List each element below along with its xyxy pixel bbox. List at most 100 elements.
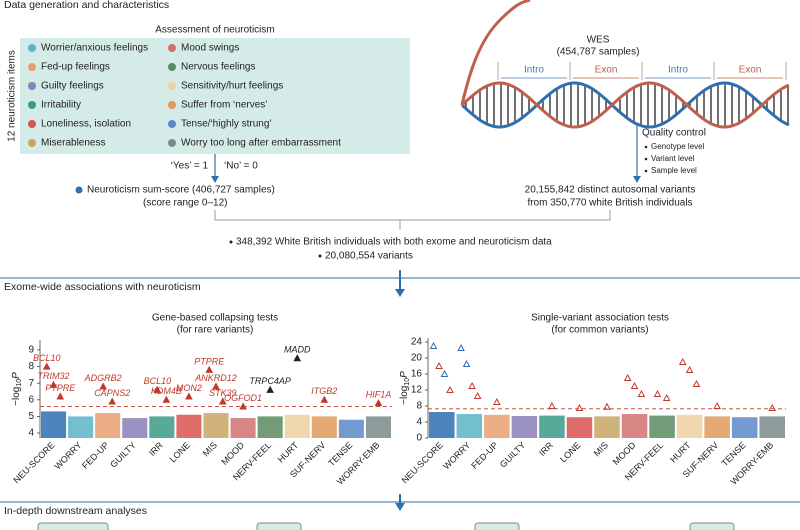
item-dot: [168, 44, 176, 52]
hit-point: [42, 362, 51, 370]
section-title: In-depth downstream analyses: [4, 505, 147, 517]
panel-box: [256, 522, 302, 530]
y-tick-label: 4: [416, 417, 422, 428]
sum-score-text: Neuroticism sum-score (406,727 samples): [87, 185, 275, 196]
assessment-title: Assessment of neuroticism: [155, 25, 275, 36]
bullet: [318, 254, 322, 258]
panel-box: [474, 522, 520, 530]
item-label: Nervous feelings: [181, 62, 255, 73]
y-tick-label: 24: [411, 337, 423, 348]
wes-variants: 20,155,842 distinct autosomal variants: [525, 185, 696, 196]
hit-point: [49, 380, 58, 388]
hit-point: [293, 354, 302, 362]
y-tick-label: 16: [411, 369, 423, 380]
hit-label: STK39: [209, 388, 237, 398]
item-dot: [168, 120, 176, 128]
hit-point: [653, 389, 662, 397]
hit-point: [435, 361, 443, 369]
hit-point: [218, 397, 227, 405]
y-tick-label: 6: [28, 394, 34, 405]
bulk-points: [203, 413, 229, 438]
item-label: Mood swings: [181, 43, 239, 54]
hit-point: [429, 341, 438, 349]
x-tick-label: LONE: [168, 440, 192, 464]
plot-subtitle: (for rare variants): [177, 325, 254, 336]
x-tick-label: GUILTY: [108, 440, 138, 470]
qc-list: Genotype level Variant level Sample level: [644, 142, 705, 175]
y-axis-label: −log10P: [11, 372, 23, 406]
wes-samples: (454,787 samples): [557, 47, 640, 58]
manhattan-plot: Gene-based collapsing tests(for rare var…: [11, 313, 392, 487]
plots: Gene-based collapsing tests(for rare var…: [11, 313, 786, 487]
y-tick-label: 8: [416, 401, 422, 412]
y-tick-label: 5: [28, 411, 34, 422]
hit-point: [473, 391, 482, 399]
plot-subtitle: (for common variants): [551, 325, 648, 336]
sum-score-range: (score range 0–12): [143, 198, 228, 209]
qc-title: Quality control: [642, 128, 706, 139]
hit-point: [185, 392, 193, 400]
item-dot: [168, 139, 176, 147]
hit-point: [637, 389, 646, 397]
x-tick-label: IRR: [537, 440, 555, 458]
bulk-points: [149, 416, 175, 438]
arrow-head: [395, 289, 405, 297]
hit-label: PTPRE: [194, 356, 225, 366]
x-tick-label: MOOD: [611, 440, 638, 467]
x-tick-label: MIS: [201, 440, 219, 458]
hit-point: [685, 365, 694, 373]
side-label: 12 neuroticism items: [7, 50, 18, 142]
hit-point: [630, 381, 639, 389]
item-dot: [28, 139, 36, 147]
bulk-points: [338, 419, 364, 438]
hit-point: [678, 357, 687, 365]
bulk-points: [176, 414, 202, 438]
plot-title: Single-variant association tests: [531, 313, 669, 324]
bulk-points: [566, 417, 593, 438]
bulk-points: [456, 414, 483, 438]
item-dot: [28, 63, 36, 71]
hit-point: [468, 381, 476, 389]
arrow-head: [211, 176, 219, 183]
hit-label: TRPC4AP: [249, 376, 291, 386]
hit-label: HIF1A: [366, 389, 392, 399]
hit-point: [493, 397, 501, 405]
hit-point: [239, 402, 247, 410]
bullet: [644, 157, 648, 161]
item-label: Loneliness, isolation: [41, 119, 131, 130]
dna-strand: [460, 0, 531, 106]
item-dot: [168, 101, 176, 109]
hit-point: [548, 401, 556, 409]
region-label: Intro: [524, 65, 544, 76]
item-label: Tense/‘highly strung’: [181, 119, 272, 130]
qc-item: Sample level: [651, 166, 697, 175]
hit-label: CAPNS2: [94, 388, 130, 398]
x-tick-label: FED-UP: [469, 440, 500, 471]
item-dot: [168, 82, 176, 90]
dna-strand: [460, 81, 790, 129]
hit-point: [99, 382, 108, 390]
y-tick-label: 4: [28, 428, 34, 439]
plot-title: Gene-based collapsing tests: [152, 313, 278, 324]
manhattan-plot: Single-variant association tests(for com…: [399, 313, 786, 487]
sum-score-dot: [75, 186, 83, 194]
hit-label: ADGRB2: [84, 373, 122, 383]
y-tick-label: 20: [411, 353, 423, 364]
hit-point: [462, 359, 471, 367]
dna-strand: [460, 81, 790, 129]
bullet: [644, 169, 648, 173]
x-tick-label: LONE: [558, 440, 582, 464]
bulk-points: [311, 416, 337, 438]
x-tick-label: WORRY: [52, 440, 83, 471]
item-label: Miserableness: [41, 138, 105, 149]
wes-individuals: from 350,770 white British individuals: [527, 198, 692, 209]
bulk-points: [731, 417, 758, 438]
bulk-points: [594, 416, 620, 438]
y-tick-label: 9: [28, 345, 34, 356]
bulk-points: [230, 418, 256, 438]
y-axis-label-part: 10: [16, 379, 23, 387]
x-tick-label: MIS: [592, 440, 610, 458]
bulk-points: [68, 416, 94, 438]
bulk-points: [759, 416, 785, 438]
